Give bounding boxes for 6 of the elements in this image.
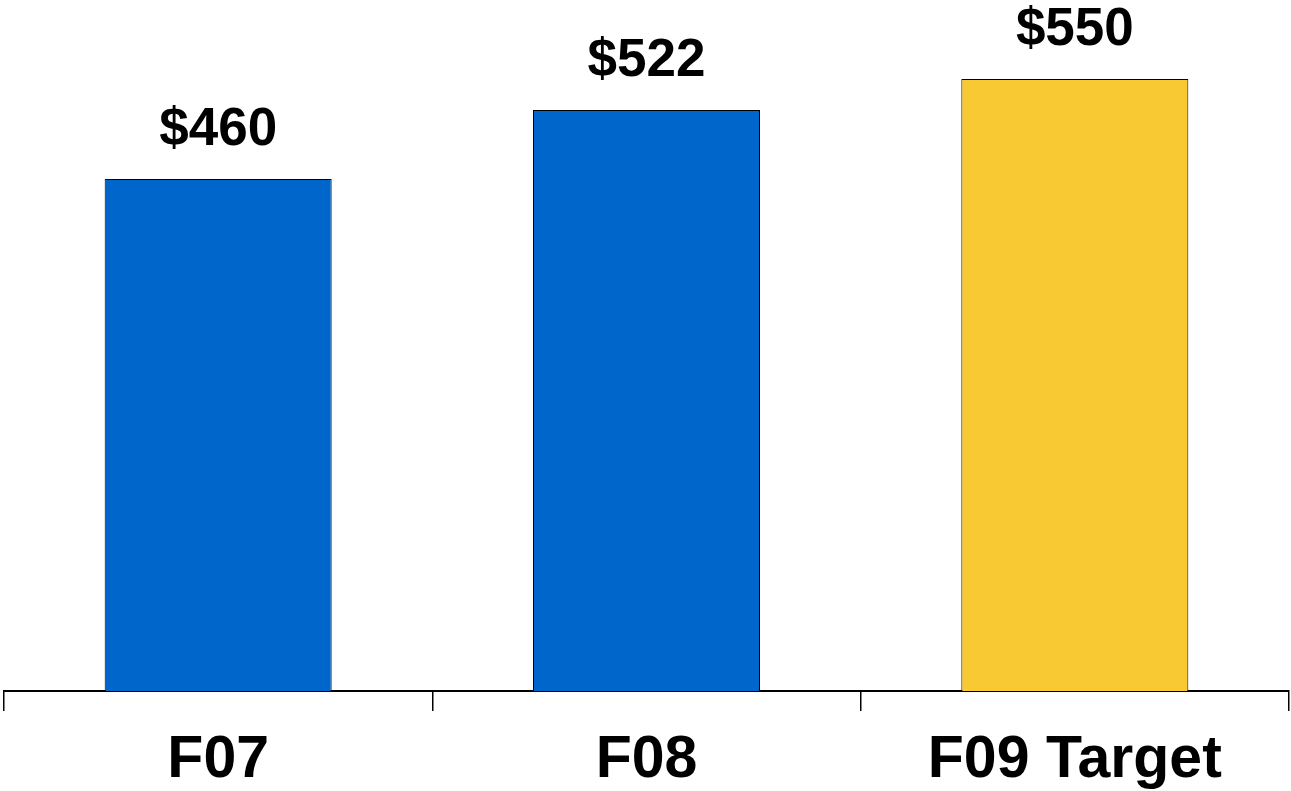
data-label: $550 — [1015, 0, 1134, 56]
data-label: $522 — [587, 28, 706, 88]
data-label: $460 — [159, 97, 278, 157]
x-tick-label: F09 Target — [927, 723, 1222, 790]
x-tick-label: F07 — [167, 723, 269, 790]
x-tick-label: F08 — [595, 723, 698, 790]
